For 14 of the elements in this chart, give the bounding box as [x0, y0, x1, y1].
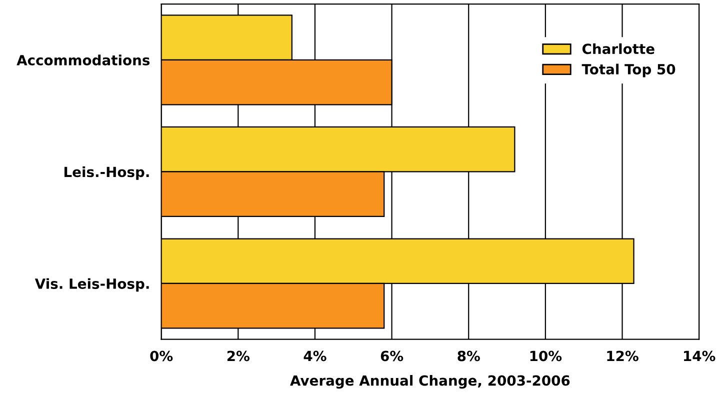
legend-label: Total Top 50: [582, 64, 676, 78]
x-tick-label: 14%: [684, 350, 716, 362]
x-tick-label: 6%: [380, 350, 404, 362]
y-tick-label: Vis. Leis-Hosp.: [34, 278, 149, 292]
x-tick-label: 2%: [227, 350, 250, 362]
x-tick-label: 4%: [304, 350, 326, 362]
x-tick-label: 12%: [607, 350, 638, 362]
x-tick-label: 0%: [150, 350, 173, 362]
y-tick-label: Accommodations: [16, 54, 150, 66]
x-tick-label: 10%: [530, 350, 562, 362]
y-tick-label: Leis.-Hosp.: [64, 166, 149, 180]
legend-label: Charlotte: [582, 43, 654, 54]
x-tick-label: 8%: [458, 350, 480, 362]
x-axis-title: Average Annual Change, 2003-2006: [290, 375, 570, 389]
